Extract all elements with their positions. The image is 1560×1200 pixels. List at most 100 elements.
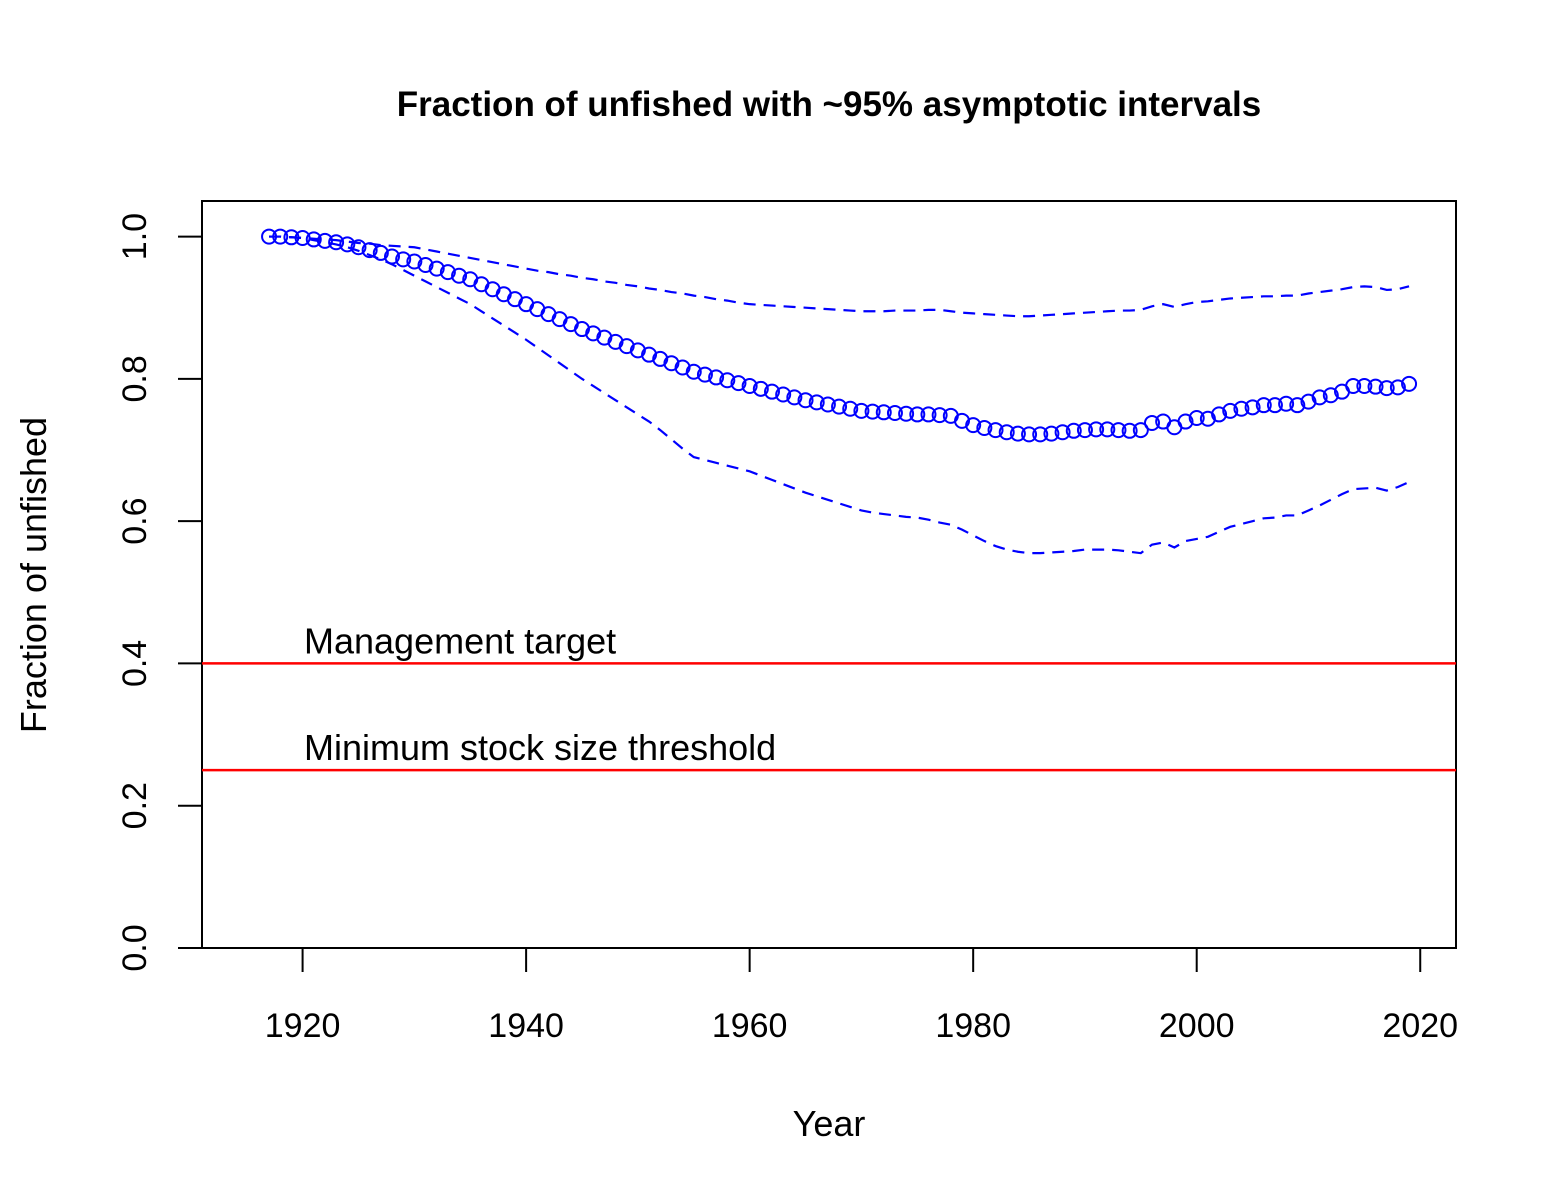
point xyxy=(1199,410,1216,427)
point xyxy=(931,407,948,424)
point xyxy=(417,257,434,274)
point xyxy=(1032,426,1049,443)
point xyxy=(1076,422,1093,439)
point xyxy=(406,253,423,270)
point xyxy=(1322,387,1339,404)
point xyxy=(1211,406,1228,423)
x-tick-label: 1920 xyxy=(265,1007,341,1045)
y-tick-label: 0.2 xyxy=(116,782,154,829)
point xyxy=(696,366,713,383)
point xyxy=(439,264,456,281)
point xyxy=(1300,393,1317,410)
point xyxy=(574,321,590,338)
interval-line xyxy=(269,235,1410,555)
point xyxy=(1311,389,1328,406)
point xyxy=(1110,422,1127,439)
point xyxy=(1088,421,1105,438)
x-tick-label: 1960 xyxy=(712,1007,788,1045)
y-tick-label: 0.0 xyxy=(116,924,154,971)
interval-line xyxy=(269,235,1410,318)
point xyxy=(920,406,937,423)
point xyxy=(730,375,747,392)
point xyxy=(350,239,367,256)
point xyxy=(1144,414,1160,431)
reference-label: Management target xyxy=(304,620,616,661)
point xyxy=(1021,426,1038,443)
y-tick-label: 0.8 xyxy=(116,355,154,402)
point xyxy=(618,338,635,355)
point xyxy=(965,417,982,434)
point xyxy=(909,406,926,423)
point xyxy=(1255,397,1272,414)
point xyxy=(808,394,825,411)
point xyxy=(853,402,870,419)
point xyxy=(1121,422,1138,439)
x-tick-label: 2020 xyxy=(1382,1007,1458,1045)
point xyxy=(1188,409,1205,426)
point xyxy=(998,424,1015,441)
point xyxy=(1054,424,1071,441)
point xyxy=(1233,400,1250,417)
point xyxy=(886,405,903,422)
point xyxy=(1367,378,1384,395)
x-tick-label: 1940 xyxy=(488,1007,564,1045)
chart-title: Fraction of unfished with ~95% asymptoti… xyxy=(397,85,1262,124)
point xyxy=(775,386,792,403)
point xyxy=(842,400,859,417)
point xyxy=(1345,377,1362,394)
point xyxy=(1401,375,1418,392)
point xyxy=(1244,399,1261,416)
point xyxy=(1356,377,1373,394)
point xyxy=(596,329,613,346)
point xyxy=(819,396,836,413)
point xyxy=(1132,422,1149,439)
point xyxy=(674,359,691,376)
x-axis-label: Year xyxy=(793,1103,866,1144)
point xyxy=(585,325,602,342)
x-tick-label: 2000 xyxy=(1159,1007,1235,1045)
point xyxy=(708,369,725,386)
point xyxy=(864,403,881,420)
point xyxy=(1099,421,1116,438)
point xyxy=(395,251,412,268)
point xyxy=(1266,397,1283,414)
point xyxy=(607,333,624,350)
point xyxy=(976,419,993,436)
point xyxy=(451,267,468,284)
y-axis-label: Fraction of unfished xyxy=(13,417,54,733)
point xyxy=(831,398,848,415)
point xyxy=(629,342,646,359)
point xyxy=(372,244,389,261)
point xyxy=(875,404,892,421)
point xyxy=(428,260,445,277)
point xyxy=(764,383,780,400)
point xyxy=(1389,379,1406,396)
point xyxy=(954,412,970,429)
point xyxy=(786,389,803,406)
y-tick-label: 0.6 xyxy=(116,498,154,545)
point xyxy=(652,350,669,367)
point xyxy=(719,372,736,389)
point xyxy=(797,392,814,409)
point xyxy=(1378,380,1395,397)
point xyxy=(1009,425,1026,442)
point xyxy=(1065,422,1082,439)
point xyxy=(1043,425,1060,442)
point xyxy=(1278,395,1295,412)
point xyxy=(1177,413,1194,430)
x-tick-label: 1980 xyxy=(935,1007,1011,1045)
y-tick-label: 0.4 xyxy=(116,640,154,687)
reference-label: Minimum stock size threshold xyxy=(304,727,776,768)
point xyxy=(987,422,1004,439)
point xyxy=(898,405,915,422)
point xyxy=(1289,397,1306,414)
point xyxy=(641,346,658,363)
point xyxy=(752,380,769,397)
point xyxy=(685,363,702,380)
point xyxy=(663,355,680,372)
point xyxy=(1222,402,1239,419)
y-tick-label: 1.0 xyxy=(116,213,154,260)
point xyxy=(741,377,758,394)
